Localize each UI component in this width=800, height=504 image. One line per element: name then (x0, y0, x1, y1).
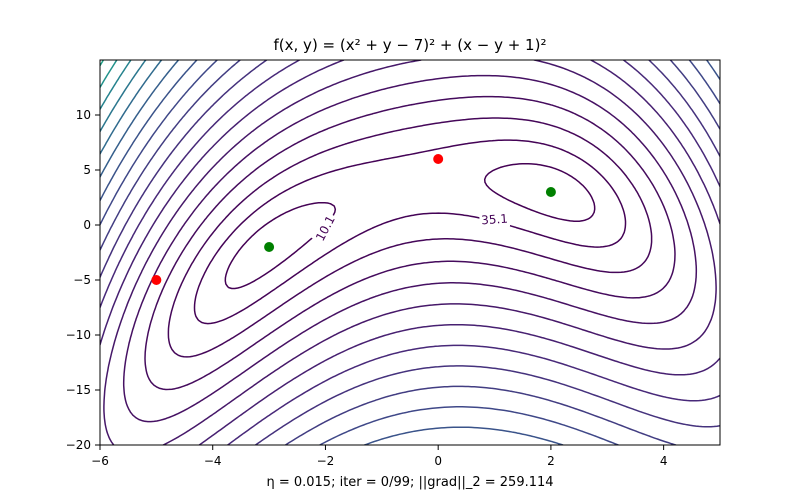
y-tick-label: 0 (83, 218, 91, 232)
x-tick-label: 0 (434, 454, 442, 468)
contour-label-bg (311, 211, 340, 246)
contour-level-8 (100, 60, 720, 445)
minimum-marker (264, 242, 275, 252)
contour-label: 35.1 (481, 212, 509, 228)
x-axis: −6 −4 −2 0 2 4 (91, 445, 667, 468)
y-tick-label: −5 (73, 273, 91, 287)
contour-level-3 (144, 95, 676, 391)
x-tick-label: −4 (204, 454, 222, 468)
y-axis: −20 −15 −10 −5 0 5 10 (66, 108, 100, 452)
contour-level-2 (167, 117, 653, 358)
contour-level-9 (100, 60, 720, 445)
x-tick-label: −2 (317, 454, 335, 468)
contour-level-5 (103, 60, 717, 445)
contour-level-14 (100, 60, 147, 133)
chart-title: f(x, y) = (x² + y − 7)² + (x − y + 1)² (274, 36, 547, 54)
contour-level-12 (100, 60, 180, 178)
contour-level-1 (193, 139, 627, 325)
minimum-marker (545, 187, 556, 197)
x-tick-label: 2 (547, 454, 555, 468)
y-tick-label: −15 (66, 383, 91, 397)
contour-lines (100, 60, 720, 445)
contour-level-15 (100, 60, 132, 111)
x-axis-label: η = 0.015; iter = 0/99; ||grad||_2 = 259… (266, 475, 553, 490)
contour-label-bg (479, 210, 511, 229)
contour-level-16 (100, 60, 118, 89)
contour-level-17 (100, 60, 105, 67)
point-marker (433, 154, 444, 164)
plot-frame (99, 59, 721, 446)
markers (151, 154, 556, 285)
x-tick-label: 4 (660, 454, 668, 468)
y-tick-label: −10 (66, 328, 91, 342)
contour-level-6 (100, 60, 720, 445)
contour-level-7 (100, 60, 720, 445)
contour-level-0 (224, 162, 596, 290)
point-marker (151, 275, 162, 285)
contour-level-13 (100, 60, 163, 155)
x-tick-label: −6 (91, 454, 109, 468)
contour-level-4 (122, 74, 698, 423)
y-tick-label: 10 (76, 108, 91, 122)
y-tick-label: 5 (83, 163, 91, 177)
y-tick-label: −20 (66, 438, 91, 452)
contour-level-11 (100, 60, 720, 445)
contour-level-10 (100, 60, 720, 445)
